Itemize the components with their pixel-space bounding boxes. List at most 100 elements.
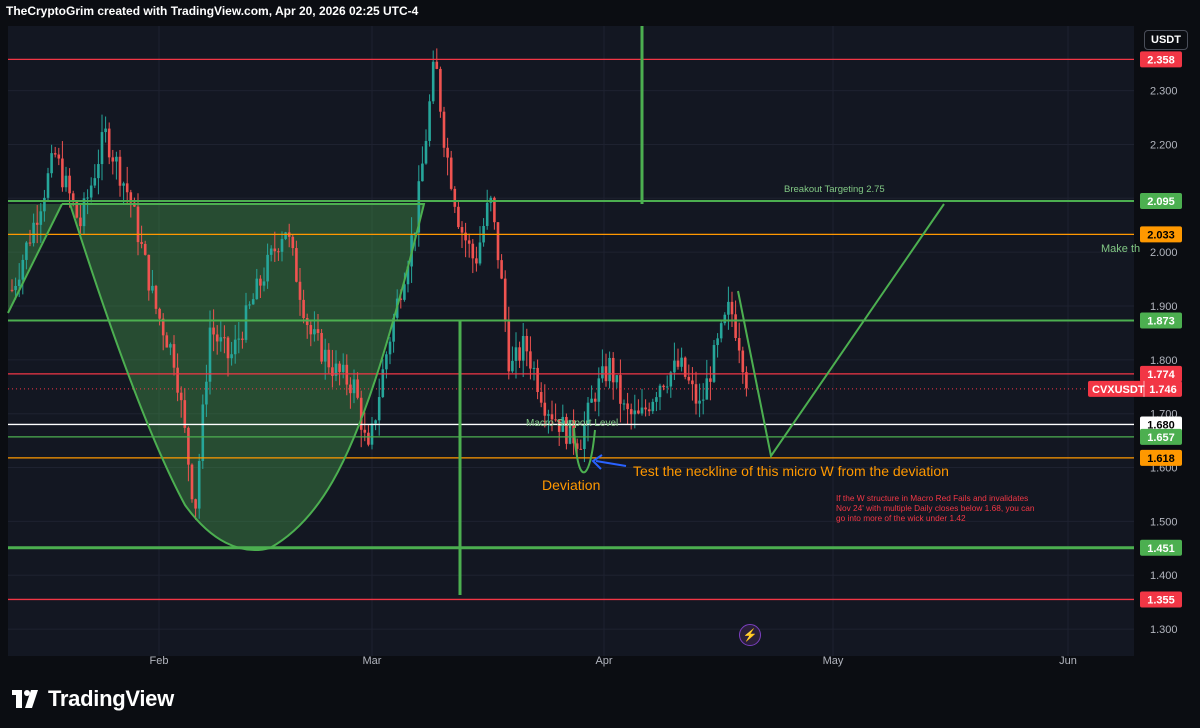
candle-body — [633, 410, 637, 415]
candle-body — [435, 61, 439, 69]
price-badge: 1.873 — [1140, 312, 1182, 329]
candle-body — [370, 423, 374, 445]
candle-body — [680, 357, 683, 367]
price-badge: 1.680 — [1140, 416, 1182, 433]
price-badge-label: 1.873 — [1147, 316, 1175, 328]
price-badge: 1.355 — [1140, 591, 1182, 608]
candle-body — [658, 385, 662, 398]
candle-body — [61, 158, 64, 188]
candle-body — [424, 140, 428, 164]
candle-body — [331, 367, 334, 376]
candle-body — [417, 181, 421, 233]
candle-body — [687, 376, 691, 381]
candle-body — [273, 248, 277, 252]
candle-body — [608, 357, 611, 382]
candle-body — [295, 248, 298, 282]
candle-body — [701, 399, 705, 401]
candle-body — [514, 347, 518, 361]
candle-body — [550, 414, 554, 420]
candle-body — [338, 363, 341, 373]
candle-body — [79, 217, 82, 227]
neckline-annotation: Test the neckline of this micro W from t… — [633, 463, 949, 479]
candle-body — [363, 429, 367, 433]
candle-body — [745, 372, 748, 389]
candle-body — [104, 128, 107, 133]
price-badge: 2.033 — [1140, 226, 1182, 243]
candle-body — [392, 317, 395, 342]
horizontal-levels — [8, 58, 1134, 601]
macro-support-annotation: Macro Support Level — [526, 418, 618, 429]
candle-body — [521, 335, 525, 361]
candle-body — [637, 410, 640, 414]
price-badge: 1.774 — [1140, 365, 1182, 382]
candle-body — [568, 420, 572, 444]
price-badge-bg — [1140, 539, 1182, 556]
candle-body — [619, 375, 622, 404]
candle-body — [53, 153, 57, 155]
candle-body — [475, 258, 478, 264]
y-tick-label: 2.200 — [1150, 139, 1178, 151]
candle-body — [86, 197, 89, 199]
candle-body — [611, 357, 615, 383]
candle-body — [593, 398, 597, 402]
price-badge-label: 2.033 — [1147, 229, 1175, 241]
currency-button[interactable]: USDT — [1144, 30, 1188, 50]
candle-body — [147, 254, 151, 291]
grid-lines — [8, 26, 1134, 656]
candle-body — [421, 163, 424, 182]
candle-body — [359, 397, 363, 430]
candle-body — [93, 178, 97, 186]
candle-body — [233, 339, 237, 355]
candle-body — [169, 344, 172, 348]
candle-body — [431, 61, 435, 102]
candle-body — [471, 243, 475, 259]
y-tick-label: 2.000 — [1150, 247, 1178, 259]
candle-body — [118, 156, 122, 186]
price-axis[interactable]: 1.3001.4001.5001.6001.7001.8001.9002.000… — [1088, 51, 1182, 636]
time-axis[interactable]: Feb Mar Apr May Jun — [150, 655, 1077, 667]
candle-body — [21, 259, 25, 280]
candle-body — [399, 298, 403, 300]
candle-body — [161, 318, 165, 336]
price-badge-bg — [1140, 416, 1182, 433]
y-tick-label: 1.400 — [1150, 570, 1178, 582]
candle-body — [115, 156, 118, 162]
candle-body — [172, 344, 176, 368]
candle-body — [97, 164, 100, 179]
candle-body — [532, 367, 536, 369]
price-badge-bg — [1140, 365, 1182, 382]
invalidation-annotation-line: go into more of the wick under 1.42 — [836, 513, 966, 523]
lightning-bolt-icon[interactable]: ⚡ — [739, 624, 761, 646]
candle-body — [525, 335, 529, 352]
candle-body — [75, 202, 79, 218]
candle-body — [579, 448, 583, 450]
candle-body — [143, 243, 147, 255]
tradingview-brand[interactable]: TradingView — [12, 686, 174, 712]
deviation-annotation: Deviation — [542, 477, 600, 493]
price-badge: 1.618 — [1140, 449, 1182, 466]
candle-body — [597, 378, 601, 402]
price-badge-label: 2.358 — [1147, 54, 1175, 66]
price-badge-label: 1.774 — [1147, 369, 1175, 381]
candle-body — [345, 364, 349, 385]
candle-body — [140, 242, 143, 244]
price-badge: 1.451 — [1140, 539, 1182, 556]
candle-body — [107, 128, 111, 158]
candle-body — [151, 285, 154, 291]
price-badge-bg — [1140, 591, 1182, 608]
price-badge-bg — [1140, 51, 1182, 68]
candle-body — [615, 375, 619, 383]
price-badge-label: 1.451 — [1147, 543, 1175, 555]
candle-body — [158, 308, 161, 319]
x-tick-label: Apr — [595, 655, 612, 667]
brand-name: TradingView — [48, 686, 174, 711]
candle-body — [464, 232, 467, 241]
tradingview-logo-icon — [12, 690, 38, 708]
candle-body — [651, 401, 655, 412]
candle-body — [39, 211, 43, 225]
candle-body — [478, 242, 482, 264]
candle-body — [284, 232, 287, 239]
left-rise-line — [7, 203, 63, 314]
candle-body — [262, 281, 266, 286]
